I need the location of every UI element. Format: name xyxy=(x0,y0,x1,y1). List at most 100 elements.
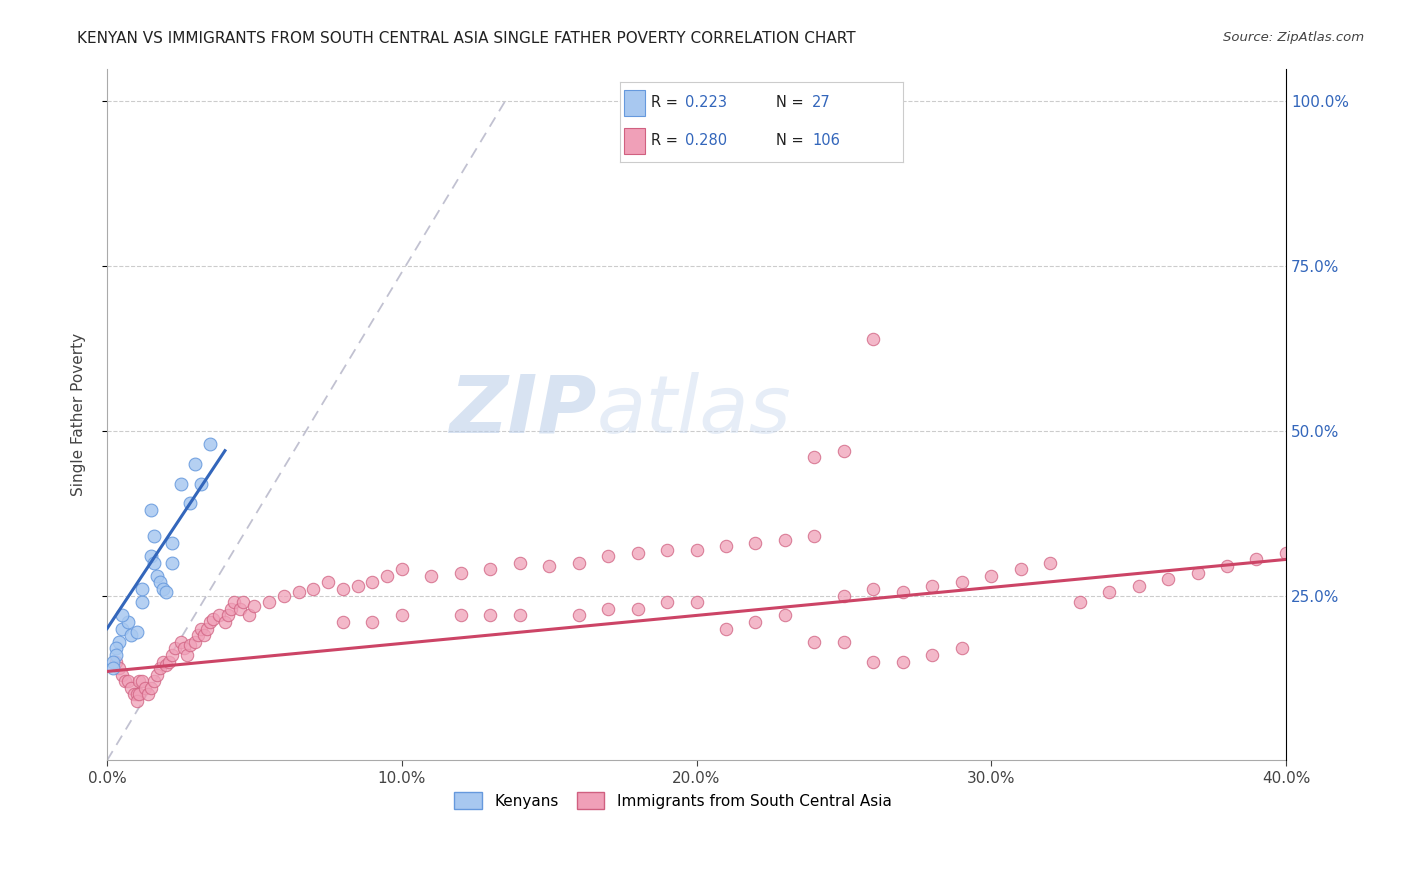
Point xyxy=(120,628,142,642)
Point xyxy=(108,661,131,675)
Point xyxy=(104,648,127,662)
Point xyxy=(1128,579,1150,593)
Point xyxy=(125,624,148,639)
Point xyxy=(101,655,124,669)
Point xyxy=(131,582,153,596)
Point xyxy=(626,602,648,616)
Point xyxy=(273,589,295,603)
Point xyxy=(1039,556,1062,570)
Point xyxy=(1069,595,1091,609)
Legend: Kenyans, Immigrants from South Central Asia: Kenyans, Immigrants from South Central A… xyxy=(449,786,897,815)
Point xyxy=(170,476,193,491)
Point xyxy=(450,608,472,623)
Point xyxy=(375,569,398,583)
Point xyxy=(195,622,218,636)
Point xyxy=(862,655,884,669)
Point xyxy=(111,622,134,636)
Point xyxy=(862,332,884,346)
Point xyxy=(228,602,250,616)
Point xyxy=(131,674,153,689)
Point xyxy=(980,569,1002,583)
Point xyxy=(200,437,222,451)
Point xyxy=(173,641,195,656)
Point xyxy=(450,566,472,580)
Text: KENYAN VS IMMIGRANTS FROM SOUTH CENTRAL ASIA SINGLE FATHER POVERTY CORRELATION C: KENYAN VS IMMIGRANTS FROM SOUTH CENTRAL … xyxy=(77,31,856,46)
Point xyxy=(146,667,169,681)
Point xyxy=(143,556,166,570)
Point xyxy=(134,681,156,695)
Point xyxy=(891,655,914,669)
Point xyxy=(1157,572,1180,586)
Point xyxy=(232,595,254,609)
Point xyxy=(193,628,215,642)
Point xyxy=(170,634,193,648)
Point xyxy=(302,582,325,596)
Point xyxy=(773,533,796,547)
Point xyxy=(568,556,591,570)
Point xyxy=(685,542,707,557)
Point xyxy=(950,575,973,590)
Point xyxy=(208,608,231,623)
Point xyxy=(131,595,153,609)
Point xyxy=(111,608,134,623)
Point xyxy=(832,589,855,603)
Point xyxy=(803,529,825,543)
Point xyxy=(714,539,737,553)
Point xyxy=(391,608,413,623)
Point xyxy=(509,556,531,570)
Point xyxy=(101,661,124,675)
Point xyxy=(655,542,678,557)
Y-axis label: Single Father Poverty: Single Father Poverty xyxy=(72,333,86,496)
Point xyxy=(155,657,177,672)
Point xyxy=(200,615,222,629)
Point xyxy=(176,648,198,662)
Point xyxy=(803,450,825,465)
Point xyxy=(1010,562,1032,576)
Point xyxy=(891,585,914,599)
Point xyxy=(190,476,212,491)
Point xyxy=(152,582,174,596)
Point xyxy=(744,615,766,629)
Point xyxy=(316,575,339,590)
Point xyxy=(149,575,172,590)
Point xyxy=(219,602,242,616)
Point xyxy=(117,674,139,689)
Point xyxy=(125,688,148,702)
Point xyxy=(141,549,163,563)
Point xyxy=(361,575,384,590)
Point xyxy=(184,634,207,648)
Point xyxy=(222,595,245,609)
Point xyxy=(114,674,136,689)
Point xyxy=(921,648,943,662)
Point xyxy=(479,562,502,576)
Point xyxy=(179,638,201,652)
Point xyxy=(287,585,309,599)
Point xyxy=(202,612,225,626)
Point xyxy=(146,569,169,583)
Point xyxy=(361,615,384,629)
Point xyxy=(1187,566,1209,580)
Point xyxy=(479,608,502,623)
Point xyxy=(598,602,620,616)
Point xyxy=(152,655,174,669)
Text: atlas: atlas xyxy=(596,372,792,450)
Point xyxy=(111,667,134,681)
Point xyxy=(773,608,796,623)
Point xyxy=(160,556,183,570)
Point xyxy=(141,503,163,517)
Point xyxy=(214,615,236,629)
Point xyxy=(125,694,148,708)
Point xyxy=(832,443,855,458)
Point xyxy=(238,608,260,623)
Point xyxy=(332,615,354,629)
Point xyxy=(138,688,160,702)
Point xyxy=(217,608,239,623)
Point xyxy=(598,549,620,563)
Point xyxy=(509,608,531,623)
Text: Source: ZipAtlas.com: Source: ZipAtlas.com xyxy=(1223,31,1364,45)
Point xyxy=(332,582,354,596)
Point xyxy=(104,641,127,656)
Point xyxy=(160,648,183,662)
Point xyxy=(538,559,561,574)
Point xyxy=(832,634,855,648)
